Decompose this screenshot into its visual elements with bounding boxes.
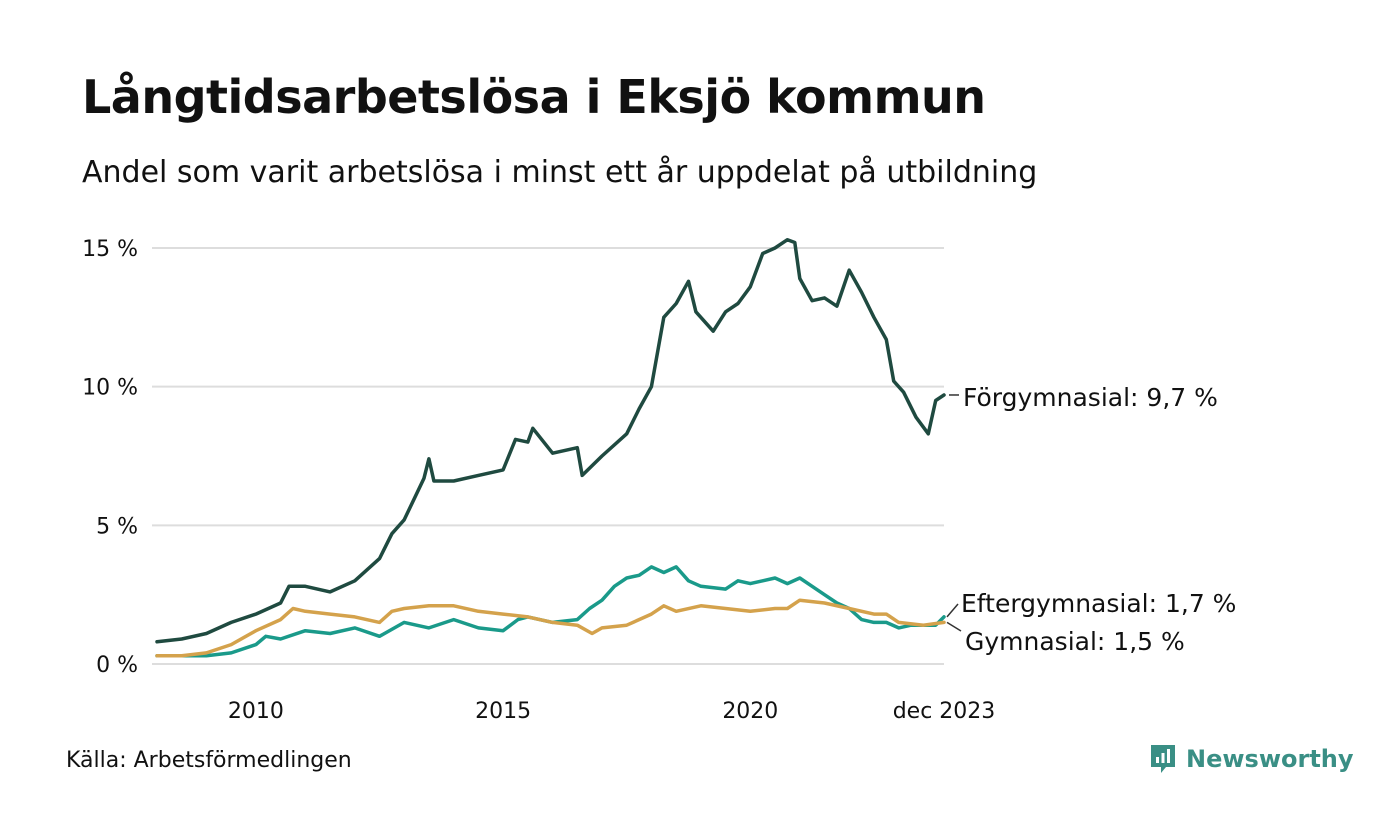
brand-name: Newsworthy [1186, 745, 1354, 773]
y-tick-label: 15 % [82, 237, 138, 262]
x-tick-label: 2010 [228, 699, 284, 724]
series-end-label: Eftergymnasial: 1,7 % [961, 589, 1236, 618]
series-line-eftergymnasial [155, 565, 946, 658]
y-tick-label: 0 % [96, 653, 138, 678]
x-axis-ticks: 2010 2015 2020 dec 2023 [228, 699, 995, 724]
series-lines [155, 237, 946, 658]
chart-subtitle: Andel som varit arbetslösa i minst ett å… [82, 155, 1038, 190]
label-connector [946, 603, 959, 618]
x-tick-label: 2020 [722, 699, 778, 724]
x-tick-label: 2015 [475, 699, 531, 724]
x-tick-label: dec 2023 [893, 699, 996, 724]
gridlines [152, 247, 944, 665]
series-end-label: Gymnasial: 1,5 % [965, 627, 1185, 656]
y-tick-label: 5 % [96, 514, 138, 539]
y-tick-label: 10 % [82, 376, 138, 401]
brand-logo[interactable]: Newsworthy [1148, 742, 1354, 776]
series-line-förgymnasial [155, 237, 946, 644]
series-line-gymnasial [155, 598, 946, 658]
chart-title: Långtidsarbetslösa i Eksjö kommun [82, 70, 986, 124]
label-connector [946, 621, 962, 632]
series-end-label: Förgymnasial: 9,7 % [963, 383, 1218, 412]
y-axis-ticks: 0 % 5 % 10 % 15 % [82, 237, 138, 678]
newsworthy-logo-icon [1151, 745, 1175, 773]
source-note: Källa: Arbetsförmedlingen [66, 748, 352, 773]
series-end-labels: Förgymnasial: 9,7 % Eftergymnasial: 1,7 %… [946, 383, 1236, 656]
